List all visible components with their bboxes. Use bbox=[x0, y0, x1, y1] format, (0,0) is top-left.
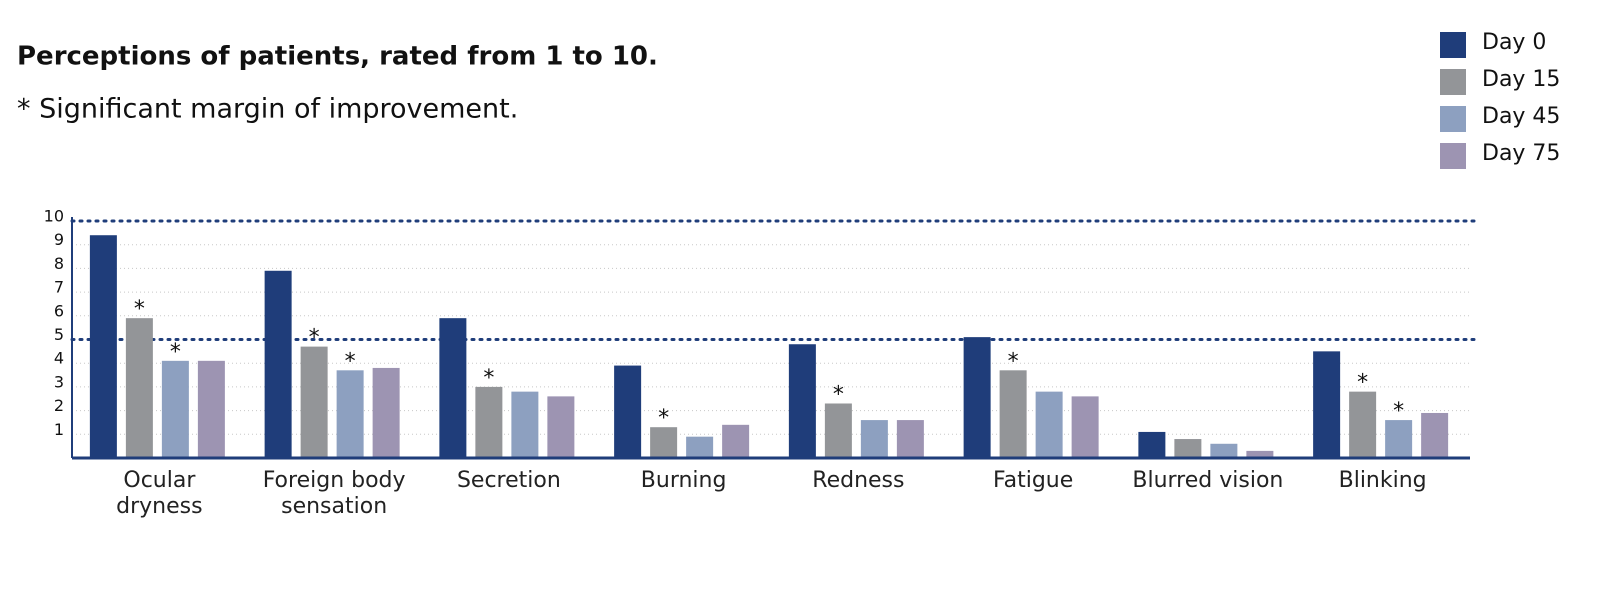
y-tick-label: 3 bbox=[54, 372, 64, 391]
bar bbox=[511, 391, 539, 458]
x-tick-label: Blinking bbox=[1338, 468, 1427, 493]
significance-marker: * bbox=[1357, 371, 1368, 396]
significance-marker: * bbox=[833, 382, 844, 407]
bar bbox=[1385, 420, 1413, 458]
x-tick-label: Ocular dryness bbox=[116, 468, 203, 519]
bar bbox=[824, 403, 852, 458]
legend-swatch bbox=[1440, 106, 1466, 132]
bar bbox=[1210, 443, 1238, 458]
legend-label: Day 45 bbox=[1482, 104, 1560, 129]
chart-subtitle: * Significant margin of improvement. bbox=[17, 94, 518, 125]
bar bbox=[1313, 351, 1341, 458]
y-tick-label: 8 bbox=[54, 254, 64, 273]
bar bbox=[614, 365, 642, 458]
bar bbox=[89, 235, 117, 458]
chart-title: Perceptions of patients, rated from 1 to… bbox=[17, 42, 658, 72]
bar bbox=[1421, 412, 1449, 458]
y-tick-label: 2 bbox=[54, 396, 64, 415]
y-tick-label: 6 bbox=[54, 301, 64, 320]
bar bbox=[999, 370, 1027, 458]
bar bbox=[475, 386, 503, 458]
legend-swatch bbox=[1440, 69, 1466, 95]
bar bbox=[1349, 391, 1377, 458]
significance-marker: * bbox=[345, 349, 356, 374]
bar bbox=[1174, 439, 1202, 458]
bar bbox=[1071, 396, 1099, 458]
bar bbox=[439, 318, 467, 458]
x-tick-label: Foreign body sensation bbox=[262, 468, 406, 519]
significance-marker: * bbox=[1008, 349, 1019, 374]
bar bbox=[963, 337, 991, 458]
y-tick-label: 10 bbox=[44, 207, 64, 226]
bar bbox=[650, 427, 678, 458]
x-tick-label: Secretion bbox=[456, 468, 561, 493]
x-tick-label: Blurred vision bbox=[1132, 468, 1284, 493]
bar bbox=[125, 318, 153, 458]
bar bbox=[1035, 391, 1063, 458]
significance-marker: * bbox=[309, 326, 320, 351]
bar bbox=[197, 360, 225, 458]
bar bbox=[1246, 450, 1274, 458]
legend-label: Day 75 bbox=[1482, 141, 1560, 166]
legend-label: Day 0 bbox=[1482, 30, 1546, 55]
bar bbox=[300, 346, 328, 458]
bar bbox=[1138, 431, 1166, 458]
bar bbox=[788, 344, 816, 458]
legend-swatch bbox=[1440, 143, 1466, 169]
y-tick-label: 1 bbox=[54, 420, 64, 439]
x-tick-label: Redness bbox=[812, 468, 905, 493]
bar bbox=[896, 420, 924, 458]
x-tick-label: Burning bbox=[640, 468, 727, 493]
legend-swatch bbox=[1440, 32, 1466, 58]
significance-marker: * bbox=[134, 297, 145, 322]
bar bbox=[372, 367, 400, 458]
bar bbox=[722, 424, 750, 458]
bar bbox=[264, 270, 292, 458]
bar bbox=[161, 360, 189, 458]
bar bbox=[686, 436, 714, 458]
y-tick-label: 5 bbox=[54, 325, 64, 344]
y-tick-label: 7 bbox=[54, 278, 64, 297]
significance-marker: * bbox=[658, 406, 669, 431]
bar bbox=[547, 396, 575, 458]
bar bbox=[336, 370, 364, 458]
bar bbox=[860, 420, 888, 458]
significance-marker: * bbox=[483, 366, 494, 391]
legend-label: Day 15 bbox=[1482, 67, 1560, 92]
significance-marker: * bbox=[1393, 399, 1404, 424]
y-tick-label: 4 bbox=[54, 349, 64, 368]
x-tick-label: Fatigue bbox=[992, 468, 1074, 493]
y-tick-label: 9 bbox=[54, 230, 64, 249]
significance-marker: * bbox=[170, 340, 181, 365]
